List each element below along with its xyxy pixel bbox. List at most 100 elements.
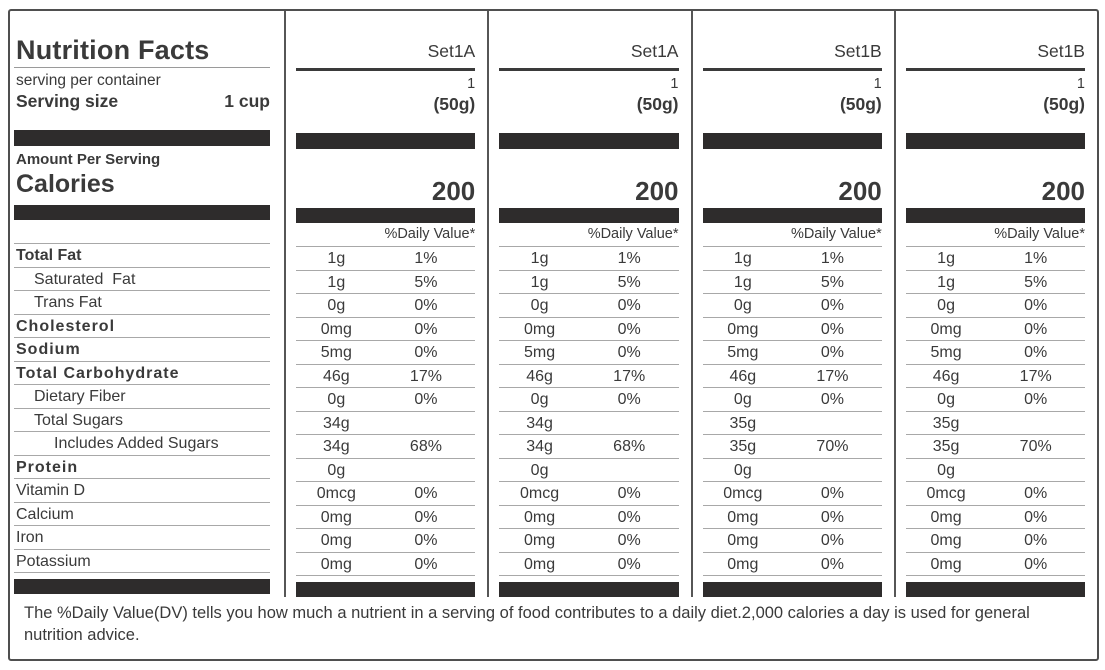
data-column-1-set1a: Set1A 1 (50g) 200 %Daily Value* 1g 1% 1g 5%…: [284, 11, 487, 597]
daily-value-cell: 0%: [820, 485, 844, 502]
amount-cell: 0g: [327, 461, 346, 479]
nutrient-name-row: Total Sugars: [14, 409, 270, 432]
nutrient-value-row: 0mg 0%: [702, 529, 882, 553]
nutrient-value-row: 0mg 0%: [499, 506, 679, 529]
daily-value-cell: 70%: [816, 438, 849, 455]
daily-value-cell: 0%: [617, 555, 641, 573]
calories-section: 200: [286, 149, 487, 208]
serving-size-grams: (50g): [839, 94, 882, 114]
nutrient-name-row: Calcium: [14, 503, 270, 526]
amount-cell: 5mg: [930, 344, 962, 361]
nutrient-value-rows: 1g 1% 1g 5% 0g 0% 0mg 0% 5mg 0% 46g 17% 0g 0% 34g 34g 68…: [489, 247, 690, 576]
nutrient-name: Saturated Fat: [34, 270, 136, 288]
servings-per-container-value: 1: [467, 76, 476, 92]
daily-value-cell: 0%: [617, 344, 641, 361]
daily-value-cell: 0%: [414, 320, 438, 338]
nutrient-value-row: 0mcg 0%: [702, 482, 882, 506]
separator-bar: [296, 208, 476, 223]
daily-value-cell: 0%: [414, 555, 438, 573]
amount-cell: 1g: [733, 250, 752, 267]
nutrient-value-row: 5mg 0%: [702, 341, 882, 365]
daily-value-header: %Daily Value*: [905, 223, 1085, 247]
nutrient-value-row: 0mg 0%: [905, 318, 1085, 341]
calories-label: Calories: [16, 170, 115, 198]
daily-value-cell: 0%: [617, 297, 641, 314]
label-title: Nutrition Facts: [16, 35, 210, 65]
nutrient-value-row: 0mg 0%: [905, 553, 1085, 576]
nutrient-name: Potassium: [16, 552, 91, 570]
serving-per-container-label: serving per container: [16, 72, 161, 89]
amount-cell: 1g: [733, 273, 752, 291]
daily-value-cell: 0%: [617, 485, 641, 502]
nutrient-value-row: 34g 68%: [296, 435, 476, 459]
servings-per-container-value: 1: [873, 76, 882, 92]
amount-cell: 5mg: [320, 344, 352, 361]
daily-value-cell: 0%: [1024, 320, 1048, 338]
daily-value-cell: [783, 459, 882, 482]
amount-cell: 0g: [733, 391, 752, 408]
set-header: Set1B: [896, 11, 1097, 68]
set-label: Set1B: [1037, 41, 1085, 61]
daily-value-cell: 17%: [816, 367, 849, 385]
calories-section: 200: [896, 149, 1097, 208]
set-header: Set1A: [286, 11, 487, 68]
daily-value-cell: 17%: [613, 367, 646, 385]
nutrient-value-row: 0g: [499, 459, 679, 482]
nutrient-value-row: 0g: [702, 459, 882, 482]
amount-cell: 1g: [530, 250, 549, 267]
nutrient-name: Dietary Fiber: [34, 388, 126, 405]
calories-section: Amount Per Serving Calories: [10, 146, 284, 205]
serving-size-value: 1 cup: [224, 91, 270, 111]
nutrient-name: Protein: [16, 458, 79, 476]
amount-cell: 0mg: [930, 555, 962, 573]
amount-cell: 0g: [937, 391, 955, 408]
amount-cell: 1g: [937, 273, 955, 291]
calories-value: 200: [431, 176, 476, 206]
daily-value-cell: 0%: [1024, 485, 1048, 502]
calories-section: 200: [693, 149, 894, 208]
amount-cell: 5mg: [727, 344, 759, 361]
daily-value-cell: 0%: [820, 391, 844, 408]
nutrient-value-row: 0mg 0%: [499, 318, 679, 341]
daily-value-cell: 0%: [414, 508, 438, 526]
daily-value-cell: 68%: [409, 438, 442, 455]
nutrient-name-row: Vitamin D: [14, 479, 270, 503]
nutrient-name-row: Iron: [14, 526, 270, 550]
amount-cell: 0g: [530, 297, 549, 314]
nutrient-value-row: 1g 1%: [702, 247, 882, 271]
daily-value-cell: [580, 412, 679, 435]
daily-value-cell: 0%: [617, 391, 641, 408]
amount-cell: 0g: [937, 297, 955, 314]
nutrient-value-rows: 1g 1% 1g 5% 0g 0% 0mg 0% 5mg 0% 46g 17% 0g 0% 35g 35g 70…: [896, 247, 1097, 576]
daily-value-cell: 17%: [1019, 367, 1052, 385]
nutrient-name: Total Fat: [16, 247, 82, 264]
calories-value: 200: [1041, 176, 1085, 206]
nutrient-name: Vitamin D: [16, 482, 86, 499]
nutrient-value-row: 5mg 0%: [499, 341, 679, 365]
nutrient-value-row: 35g: [905, 412, 1085, 435]
nutrient-value-row: 1g 5%: [702, 271, 882, 294]
nutrient-name: Calcium: [16, 505, 74, 523]
daily-value-cell: [783, 412, 882, 435]
nutrient-name-row: Cholesterol: [14, 315, 270, 338]
daily-value-cell: 1%: [414, 250, 438, 267]
nutrient-name: Includes Added Sugars: [54, 435, 219, 452]
nutrient-name-row: Trans Fat: [14, 291, 270, 315]
amount-cell: 0mg: [320, 320, 352, 338]
daily-value-cell: [377, 412, 476, 435]
amount-cell: 35g: [729, 438, 757, 455]
nutrient-value-row: 0mg 0%: [296, 553, 476, 576]
nutrient-name-rows: Total Fat Saturated Fat Trans Fat Cholester…: [10, 244, 284, 573]
serving-size-label: Serving size: [16, 91, 119, 111]
serving-section: 1 (50g): [286, 71, 487, 133]
amount-cell: 0mcg: [926, 485, 966, 502]
daily-value-cell: 68%: [613, 438, 646, 455]
amount-cell: 0mg: [524, 320, 556, 338]
nutrient-value-row: 0g 0%: [905, 294, 1085, 318]
daily-value-cell: 0%: [1024, 344, 1048, 361]
nutrient-value-row: 0mg 0%: [905, 529, 1085, 553]
daily-value-cell: 0%: [1024, 532, 1048, 549]
label-grid: Nutrition Facts serving per container Se…: [10, 11, 1097, 597]
amount-cell: 1g: [937, 250, 955, 267]
data-column-4-set1b: Set1B 1 (50g) 200 %Daily Value* 1g 1% 1g 5%…: [893, 11, 1097, 597]
